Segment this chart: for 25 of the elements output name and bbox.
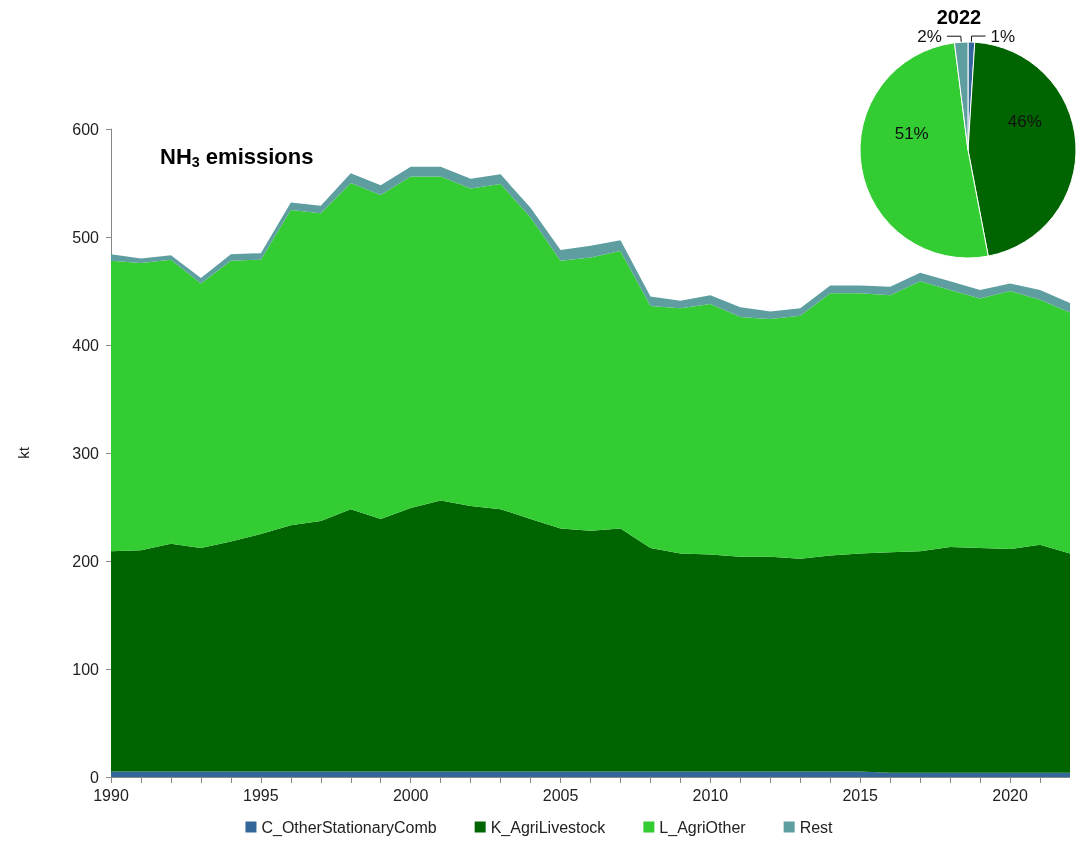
x-tick-label: 2020 <box>992 786 1028 804</box>
chart-title: 2022 <box>936 6 982 28</box>
y-axis-title: kt <box>15 446 32 459</box>
data-label: 1% <box>990 26 1016 46</box>
x-tick-label: 2005 <box>542 786 579 804</box>
legend-label: C_OtherStationaryComb <box>261 818 437 837</box>
data-label: 51% <box>894 124 929 144</box>
data-label: 46% <box>1007 111 1042 131</box>
y-tick-label: 300 <box>72 444 100 462</box>
legend-label: L_AgriOther <box>659 818 747 837</box>
legend-label: K_AgriLivestock <box>490 818 607 837</box>
y-tick-label: 400 <box>72 336 100 354</box>
x-tick-label: 1995 <box>243 786 279 804</box>
data-label: 2% <box>917 26 942 46</box>
x-tick-label: 2010 <box>692 786 729 804</box>
legend-label: Rest <box>799 818 834 836</box>
y-tick-label: 0 <box>90 768 100 786</box>
x-tick-label: 2000 <box>392 786 429 804</box>
text: NH3 emissions <box>160 144 314 170</box>
y-tick-label: 600 <box>72 120 100 138</box>
y-tick-label: 200 <box>72 552 100 570</box>
x-tick-label: 1990 <box>93 786 129 804</box>
y-tick-label: 100 <box>72 660 100 678</box>
x-tick-label: 2015 <box>842 786 879 804</box>
y-tick-label: 500 <box>72 228 100 246</box>
